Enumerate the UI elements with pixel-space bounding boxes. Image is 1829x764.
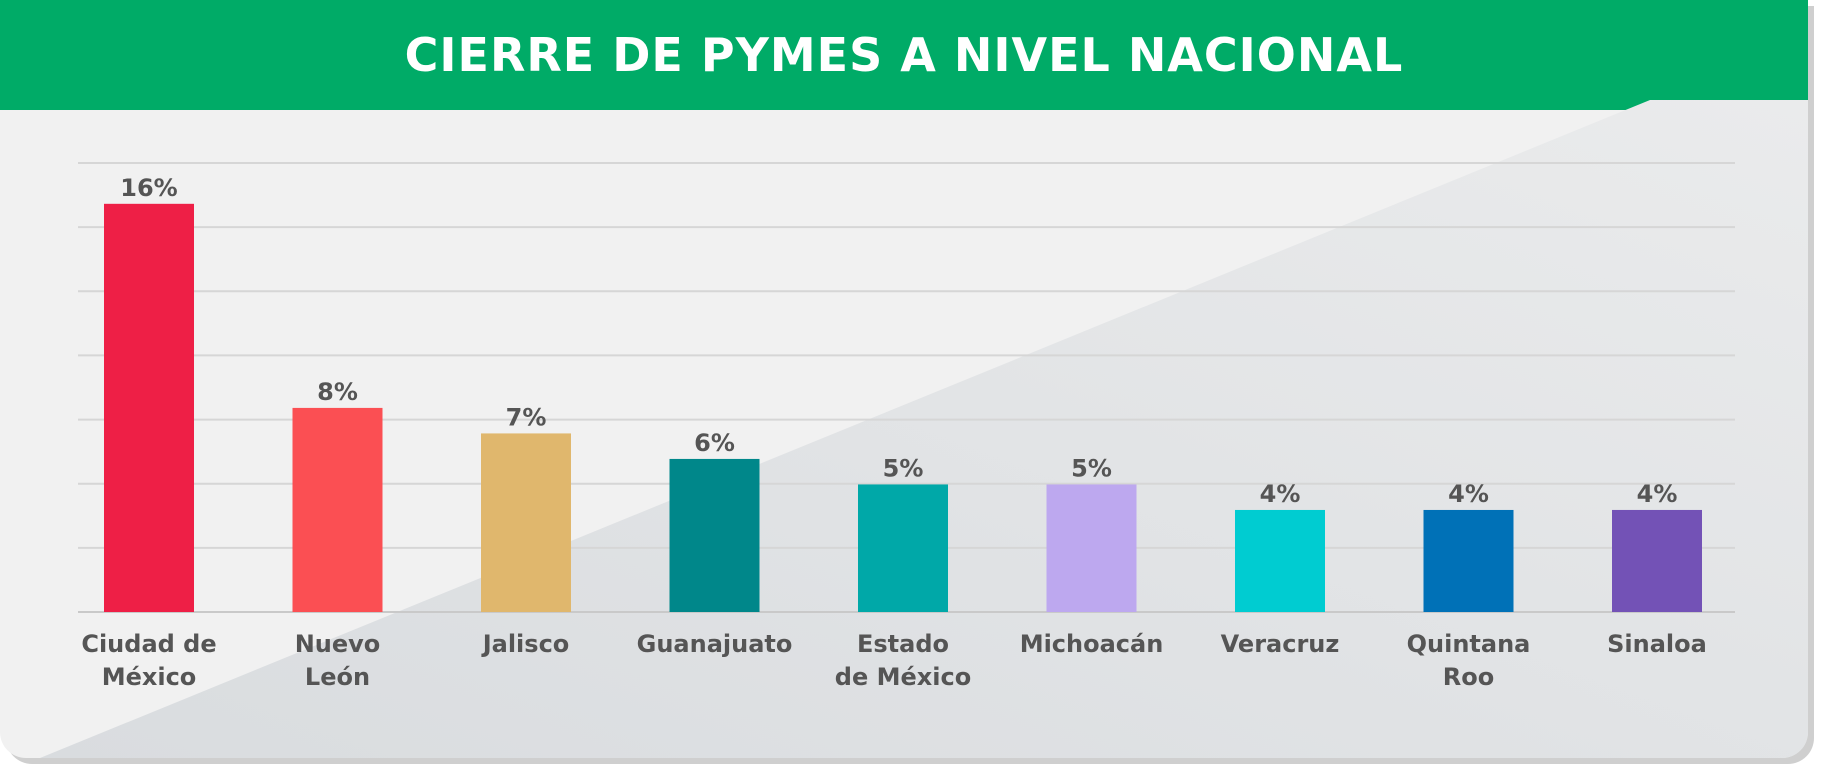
bar	[292, 407, 383, 612]
bar-value-label: 4%	[1260, 480, 1301, 508]
bar	[104, 203, 194, 612]
category-label: Jalisco	[481, 630, 570, 658]
bar	[1046, 484, 1137, 612]
chart-header: CIERRE DE PYMES A NIVEL NACIONAL	[0, 0, 1808, 110]
category-label: de México	[835, 663, 971, 691]
bar	[669, 458, 760, 612]
bar-value-label: 5%	[1071, 454, 1112, 482]
bars	[104, 203, 1702, 612]
bar-value-label: 6%	[694, 429, 735, 457]
category-label: Veracruz	[1221, 630, 1340, 658]
category-label: México	[102, 663, 197, 691]
category-labels: Ciudad de México Nuevo León Jalisco Guanajuat…	[81, 630, 1707, 691]
category-label: Quintana	[1407, 630, 1531, 658]
bar-value-label: 16%	[120, 174, 177, 202]
category-label: Sinaloa	[1607, 630, 1707, 658]
bar	[1612, 509, 1702, 612]
category-label: Michoacán	[1020, 630, 1164, 658]
bar-value-label: 4%	[1448, 480, 1489, 508]
bar-value-label: 5%	[883, 454, 924, 482]
category-label: Roo	[1443, 663, 1494, 691]
bar-value-label: 7%	[506, 403, 547, 431]
bar	[481, 433, 571, 612]
value-labels: 16% 8% 7% 6% 5% 5% 4% 4% 4%	[120, 174, 1677, 508]
bar	[1423, 509, 1514, 612]
category-label: León	[305, 663, 370, 691]
category-label: Guanajuato	[637, 630, 793, 658]
bar	[1235, 509, 1325, 612]
chart-title: CIERRE DE PYMES A NIVEL NACIONAL	[404, 28, 1404, 82]
bar	[858, 484, 948, 612]
category-label: Ciudad de	[81, 630, 216, 658]
bar-value-label: 8%	[317, 378, 358, 406]
category-label: Nuevo	[295, 630, 381, 658]
category-label: Estado	[857, 630, 949, 658]
bar-value-label: 4%	[1637, 480, 1678, 508]
